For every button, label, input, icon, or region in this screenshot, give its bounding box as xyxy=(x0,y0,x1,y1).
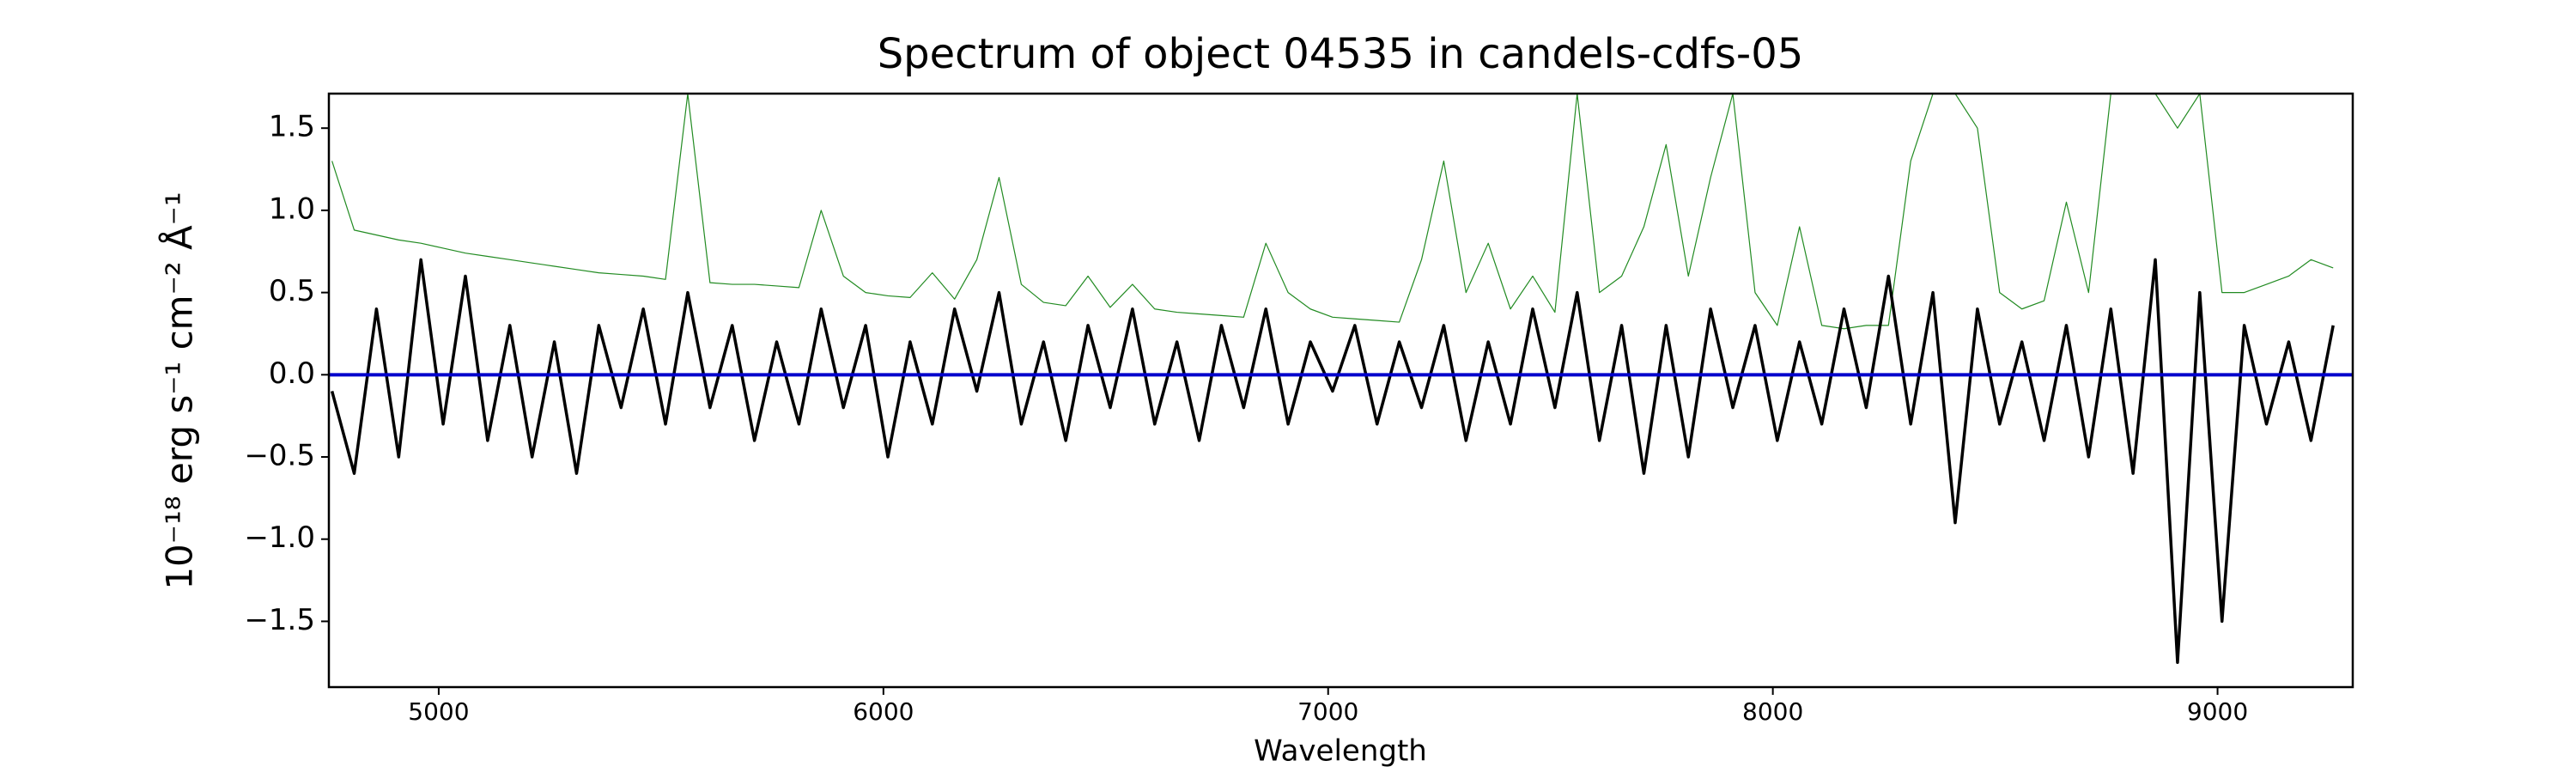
chart-title: Spectrum of object 04535 in candels-cdfs… xyxy=(878,30,1804,78)
x-tick-label: 6000 xyxy=(853,697,914,726)
x-axis-label: Wavelength xyxy=(1254,734,1427,769)
x-tick-label: 9000 xyxy=(2187,697,2248,726)
spectrum-line xyxy=(331,94,2334,330)
x-tick-label: 7000 xyxy=(1297,697,1358,726)
x-tick-label: 5000 xyxy=(408,697,469,726)
y-tick-label: −1.5 xyxy=(244,603,315,637)
plot-area xyxy=(329,94,2353,665)
y-tick-label: −0.5 xyxy=(244,439,315,473)
y-tick-label: 1.0 xyxy=(269,192,315,226)
y-axis-label: 10⁻¹⁸ erg s⁻¹ cm⁻² Å⁻¹ xyxy=(158,192,201,589)
spectrum-line xyxy=(330,258,2335,665)
y-tick-label: 1.5 xyxy=(269,110,315,144)
x-tick-label: 8000 xyxy=(1742,697,1803,726)
y-tick-label: 0.0 xyxy=(269,356,315,391)
axes-frame xyxy=(327,92,2354,689)
y-tick-label: 0.5 xyxy=(269,274,315,308)
y-tick-label: −1.0 xyxy=(244,520,315,555)
